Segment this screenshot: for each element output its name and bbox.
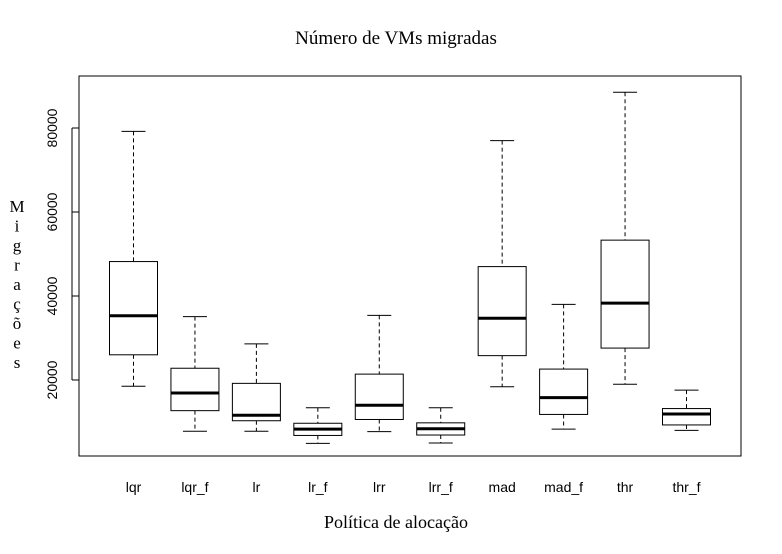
y-axis-label-letter: õ — [13, 314, 22, 333]
x-tick-label: thr_f — [672, 479, 700, 495]
y-axis-label-letter: M — [9, 197, 24, 216]
box-lqr_f — [170, 316, 220, 432]
box-lr — [231, 343, 281, 432]
y-axis: 20000 40000 60000 80000 — [44, 108, 79, 399]
iqr-box — [354, 373, 404, 420]
plot-frame — [78, 75, 742, 457]
box-lr_f — [293, 407, 343, 444]
x-axis-label: Política de alocação — [324, 512, 468, 532]
iqr-box — [477, 266, 527, 357]
box-lrr — [354, 314, 404, 433]
box-mad — [477, 140, 527, 388]
y-axis-label-letter: i — [15, 217, 20, 236]
iqr-box — [600, 239, 650, 349]
y-tick-label: 80000 — [44, 108, 60, 147]
x-tick-label: mad — [489, 479, 516, 495]
iqr-box — [109, 261, 158, 356]
box-mad_f — [539, 303, 589, 430]
x-tick-label: lrr_f — [429, 479, 453, 495]
x-axis: lqr lqr_f lr lr_f lrr lrr_f mad mad_f thr thr_f — [126, 479, 701, 495]
box-thr — [600, 91, 650, 385]
box-lqr — [109, 130, 158, 387]
x-tick-label: mad_f — [544, 479, 583, 495]
x-tick-label: thr — [617, 479, 634, 495]
y-axis-label-letter: a — [13, 275, 21, 294]
x-tick-label: lqr — [126, 479, 142, 495]
boxes-group — [109, 91, 711, 444]
y-tick-label: 60000 — [44, 192, 60, 231]
x-tick-label: lr — [252, 479, 260, 495]
chart-title: Número de VMs migradas — [295, 28, 497, 49]
box-thr_f — [662, 389, 711, 431]
y-tick-label: 40000 — [44, 276, 60, 315]
y-axis-label-letter: e — [13, 334, 21, 353]
iqr-box — [539, 368, 589, 415]
x-tick-label: lrr — [373, 479, 386, 495]
y-axis-label-letter: r — [14, 256, 20, 275]
y-axis-label-letter: g — [13, 236, 22, 255]
x-tick-label: lqr_f — [181, 479, 208, 495]
box-lrr_f — [416, 407, 466, 444]
iqr-box — [662, 408, 711, 426]
iqr-box — [170, 367, 220, 412]
y-tick-label: 20000 — [44, 360, 60, 399]
y-axis-label-letter: s — [14, 353, 21, 372]
y-axis-label-letter: ç — [13, 295, 21, 314]
x-tick-label: lr_f — [308, 479, 328, 495]
